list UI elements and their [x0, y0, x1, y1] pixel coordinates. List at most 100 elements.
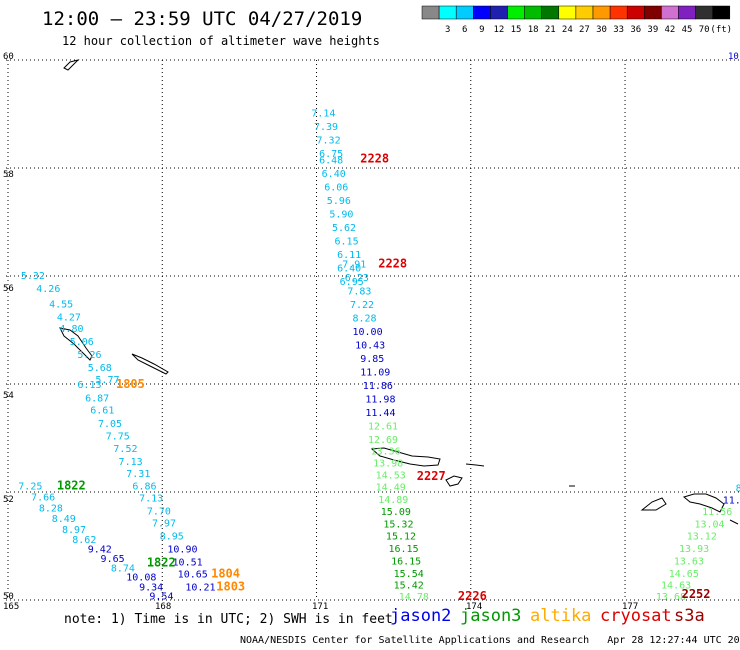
wave-height-value: 9.65 [101, 554, 125, 565]
wave-height-value: 9.42 [88, 544, 112, 555]
wave-height-value: 6.86 [132, 481, 156, 492]
wave-height-value: 11.09 [360, 367, 390, 378]
wave-height-value: 13.04 [694, 520, 724, 531]
colorbar-swatch [712, 5, 731, 20]
pass-time-label: 2227 [417, 469, 446, 483]
wave-height-value: 10.00 [353, 327, 383, 338]
pass-time-label: 1804 [211, 566, 240, 580]
colorbar-label: 45 [682, 25, 693, 35]
pass-time-label: 1803 [216, 579, 245, 593]
wave-height-value: 6.11 [337, 250, 361, 261]
legend-jason2: jason2 [390, 606, 452, 626]
wave-height-value: 11.56 [702, 507, 732, 518]
wave-height-value: 6.13 [77, 380, 101, 391]
colorbar-label: 30 [596, 25, 607, 35]
wave-height-value: 15.12 [386, 532, 416, 543]
wave-height-value: 7.83 [347, 286, 371, 297]
wave-height-value: 5.62 [332, 223, 356, 234]
wave-height-value: 6.61 [90, 406, 114, 417]
island-outline [59, 327, 93, 361]
wave-height-value: 6.48 [319, 156, 343, 167]
wave-height-value: 7.14 [311, 109, 335, 120]
lon-label-177: 177 [622, 602, 639, 612]
wave-height-value: 7.22 [350, 300, 374, 311]
pass-time-label: 2252 [682, 587, 711, 601]
lat-label-54: 54 [3, 391, 14, 401]
legend-jason3: jason3 [460, 606, 522, 626]
pass-time-label: 1822 [57, 478, 86, 492]
island-outline [465, 463, 485, 467]
coastlines [59, 59, 739, 525]
page-subtitle: 12 hour collection of altimeter wave hei… [62, 34, 380, 48]
wave-height-value: 5.77 [95, 375, 119, 386]
colorbar-label: 42 [665, 25, 676, 35]
wave-height-value: 4.80 [59, 324, 83, 335]
wave-height-value: 11.86 [363, 381, 393, 392]
wave-height-value: 7.13 [139, 494, 163, 505]
wave-height-value: 9.54 [149, 591, 173, 602]
wave-height-value: 8.62 [72, 535, 96, 546]
island-outline [131, 353, 169, 375]
wave-height-value: 6.23 [345, 273, 369, 284]
wave-height-value: 7.39 [314, 122, 338, 133]
pass-time-label: 2226 [458, 589, 487, 603]
wave-height-value: 8.74 [111, 563, 135, 574]
colorbar-label: 27 [579, 25, 590, 35]
altimeter-tracks: 5.32 4.26 4.55 4.274.80 5.06 5.26 5.685.776.13… [18, 109, 740, 603]
wave-height-value: 13.98 [373, 459, 403, 470]
island-outline [729, 519, 739, 525]
pass-time-label: 1822 [147, 556, 176, 570]
wave-height-value: 7.75 [106, 432, 130, 443]
colorbar-label: 3 [445, 25, 450, 35]
wave-height-value: 11.98 [365, 394, 395, 405]
lat-label-56: 56 [3, 284, 14, 294]
wave-height-value: 8.28 [353, 313, 377, 324]
wave-height-value: 10.51 [173, 557, 203, 568]
lat-label-58: 58 [3, 170, 14, 180]
wave-height-value: 7.13 [119, 457, 143, 468]
wave-height-value: 5.68 [88, 363, 112, 374]
wave-height-value: 6.87 [85, 393, 109, 404]
wave-height-value: 6.40 [322, 169, 346, 180]
wave-height-value: 9.34 [139, 582, 163, 593]
island-outline [640, 497, 667, 511]
wave-height-value: 15.09 [381, 507, 411, 518]
wave-height-value: 10.43 [355, 340, 385, 351]
colorbar-label: 33 [613, 25, 624, 35]
page-title: 12:00 – 23:59 UTC 04/27/2019 [42, 8, 363, 30]
wave-height-value: 5.96 [327, 196, 351, 207]
wave-height-value: 13.12 [687, 532, 717, 543]
wave-height-value: 15.32 [383, 520, 413, 531]
top-right-label: 10 [728, 52, 739, 62]
colorbar-label: 36 [630, 25, 641, 35]
wave-height-value: 13.93 [679, 544, 709, 555]
island-outline [370, 447, 441, 467]
lon-label-174: 174 [466, 602, 483, 612]
wave-height-value: 6.95 [340, 277, 364, 288]
wave-height-value: 7.91 [342, 259, 366, 270]
wave-height-value: 5.06 [70, 337, 94, 348]
wave-height-value: 7.31 [126, 469, 150, 480]
legend-altika: altika [530, 606, 592, 626]
wave-height-value: 12.69 [368, 435, 398, 446]
wave-height-value: 4.55 [49, 299, 73, 310]
wave-height-value: 10.08 [126, 573, 156, 584]
wave-height-value: 7.70 [147, 507, 171, 518]
island-outline [63, 59, 80, 71]
wave-height-value: 14.89 [378, 495, 408, 506]
wave-height-value: 10.90 [167, 544, 197, 555]
footer-credit: NOAA/NESDIS Center for Satellite Applica… [240, 635, 740, 646]
legend-s3a: s3a [674, 606, 705, 626]
wave-height-value: 16.15 [389, 544, 419, 555]
wave-height-value: 4.26 [36, 284, 60, 295]
wave-height-value: 11.24 [723, 495, 740, 506]
wave-height-value: 9.85 [360, 354, 384, 365]
wave-height-value: 6.40 [337, 264, 361, 275]
wave-height-value: 14.49 [376, 482, 406, 493]
wave-height-value: 13.63 [674, 556, 704, 567]
wave-height-value: 8.97 [62, 525, 86, 536]
wave-height-value: 5.90 [329, 210, 353, 221]
colorbar-label: 70 [699, 25, 710, 35]
